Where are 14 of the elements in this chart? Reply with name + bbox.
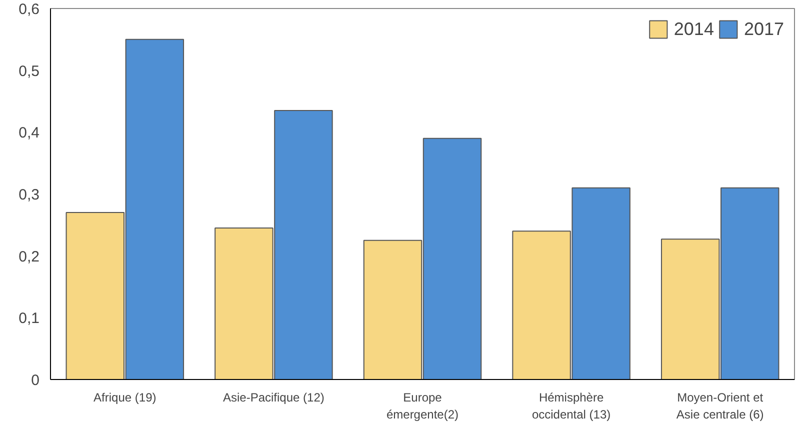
legend-label: 2014: [674, 18, 714, 40]
x-tick-label: Afrique (19): [94, 390, 156, 404]
y-tick-label: 0,3: [18, 186, 40, 204]
y-tick-label: 0,1: [18, 310, 40, 328]
legend-label: 2017: [744, 18, 784, 40]
y-tick-label: 0,6: [18, 1, 40, 18]
x-tick-label: Moyen-Orient et Asie centrale (6): [676, 390, 764, 422]
y-tick-label: 0,5: [18, 62, 40, 80]
y-tick-label: 0,4: [18, 124, 40, 142]
x-tick-label: Europe émergente(2): [386, 390, 459, 422]
x-tick-label: Asie-Pacifique (12): [223, 390, 324, 404]
y-tick-label: 0: [31, 372, 40, 389]
y-tick-label: 0,2: [18, 248, 40, 266]
x-tick-label: Hémisphère occidental (13): [532, 390, 611, 422]
